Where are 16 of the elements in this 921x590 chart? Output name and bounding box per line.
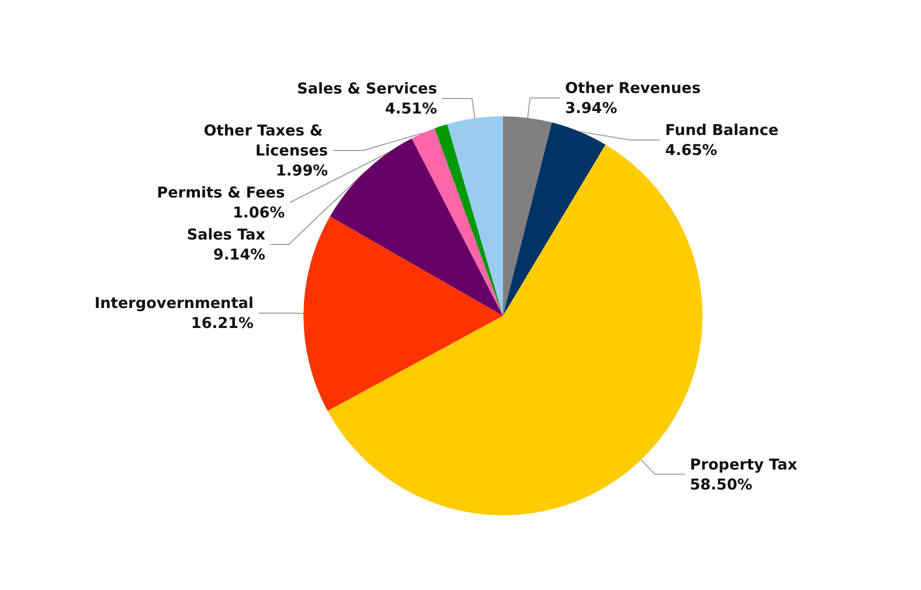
data-label: 1.06% xyxy=(232,204,285,222)
slice-label: Intergovernmental xyxy=(94,294,254,312)
slice-label: Fund Balance xyxy=(665,120,779,139)
data-label: 58.50% xyxy=(690,475,752,494)
data-label: 4.51% xyxy=(384,100,438,118)
data-label: 9.14% xyxy=(213,246,266,264)
slice-label: Property Tax xyxy=(690,455,798,474)
data-label: 16.21% xyxy=(191,314,254,332)
slice-label: Sales & Services xyxy=(297,80,438,98)
data-label: 3.94% xyxy=(565,98,618,117)
slice-label: Other Revenues xyxy=(565,78,701,97)
data-label: 4.65% xyxy=(665,140,718,159)
slice-label: Sales Tax xyxy=(186,226,266,244)
data-label: 1.99% xyxy=(276,162,328,180)
slice-label: Other Taxes & Licenses xyxy=(204,122,328,160)
slice-label: Permits & Fees xyxy=(156,184,285,202)
